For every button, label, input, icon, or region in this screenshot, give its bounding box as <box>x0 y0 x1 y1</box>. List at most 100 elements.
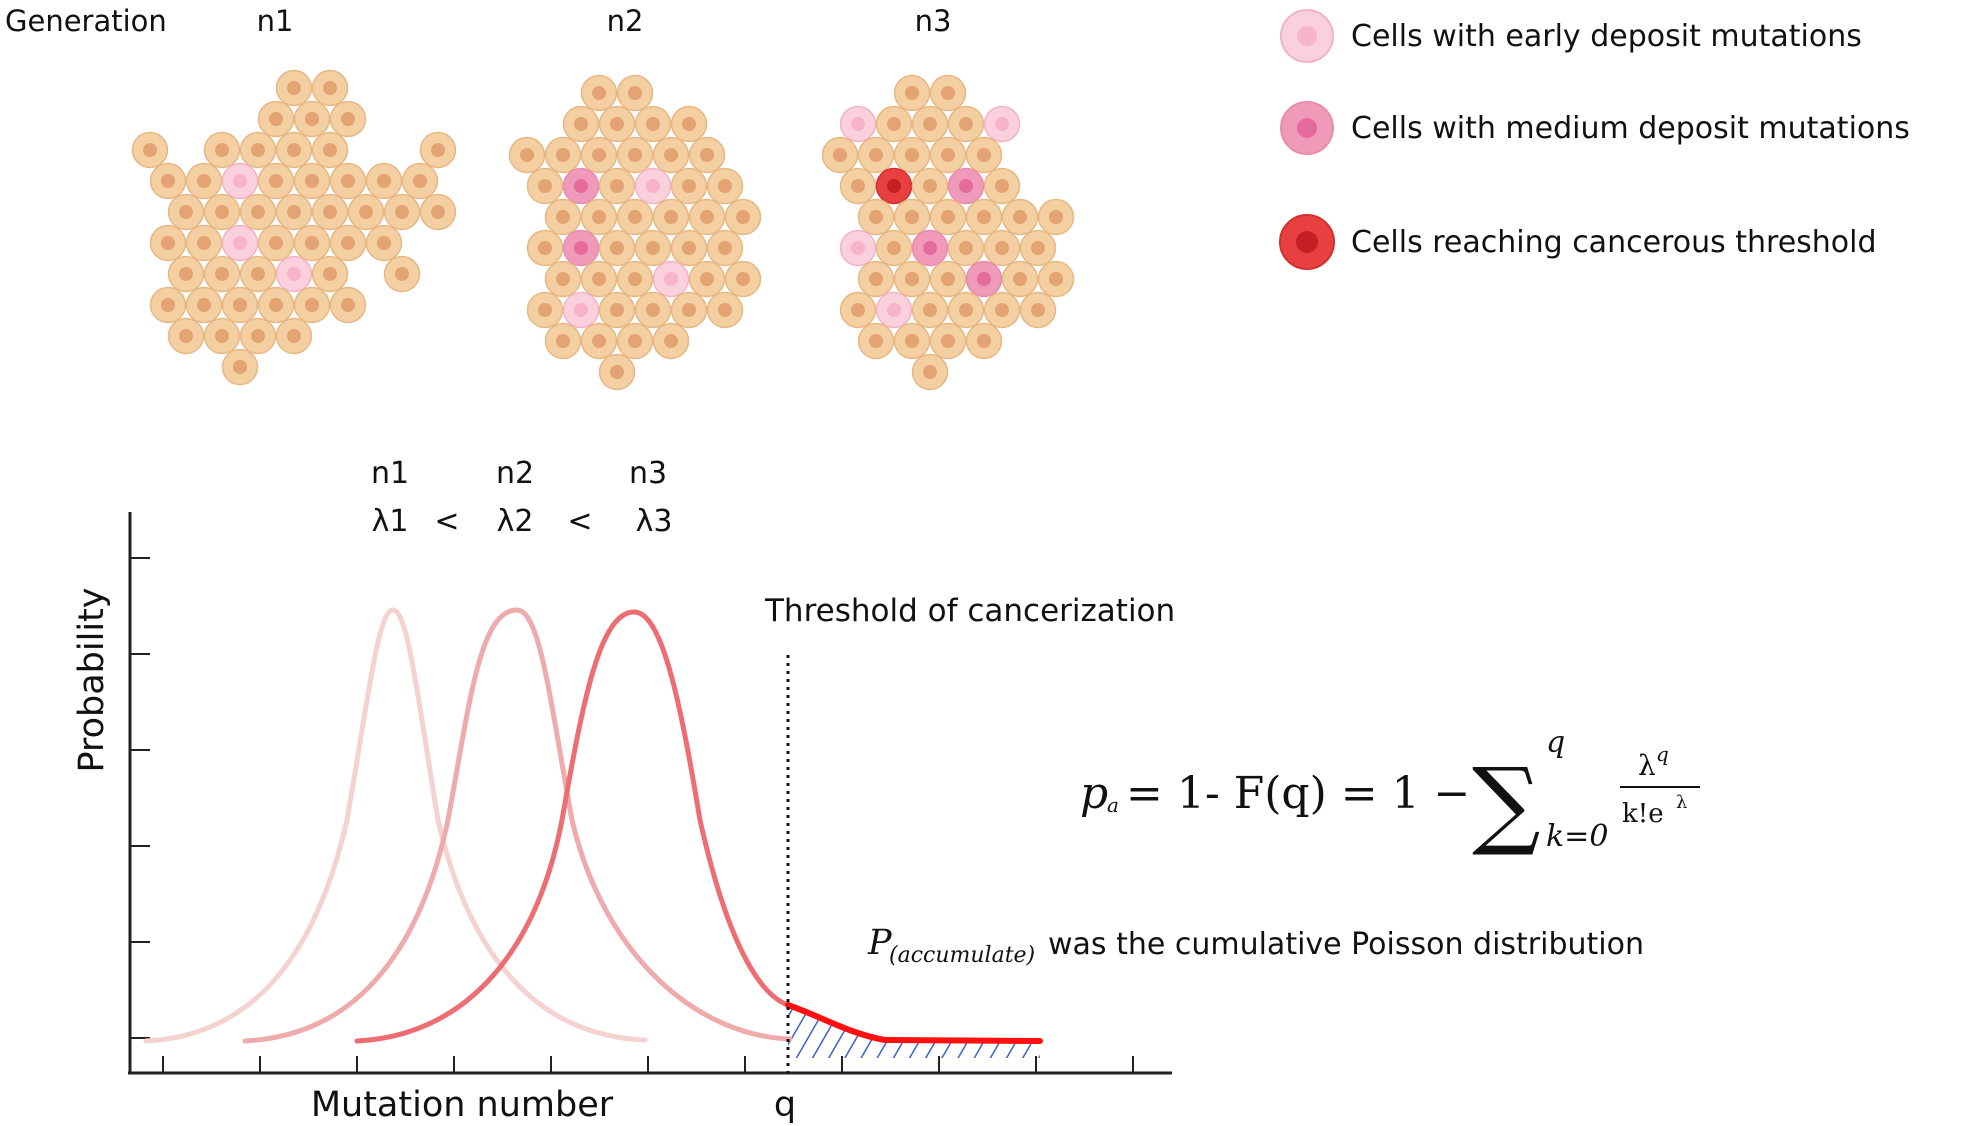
formula: p a = 1- F(q) = 1 − ∑ q k=0 λ q k!e λ <box>1080 725 1700 859</box>
generation-n2-label: n2 <box>607 4 644 38</box>
normal-cell-nucleus <box>833 148 847 162</box>
normal-cell-nucleus <box>941 86 955 100</box>
normal-cell-nucleus <box>538 303 552 317</box>
normal-cell-nucleus <box>664 210 678 224</box>
normal-cell-nucleus <box>377 174 391 188</box>
normal-cell-nucleus <box>251 205 265 219</box>
normal-cell-nucleus <box>413 174 427 188</box>
normal-cell-nucleus <box>887 241 901 255</box>
normal-cell-nucleus <box>395 205 409 219</box>
normal-cell-nucleus <box>646 117 660 131</box>
normal-cell-nucleus <box>610 117 624 131</box>
normal-cell-nucleus <box>851 179 865 193</box>
normal-cell-nucleus <box>851 303 865 317</box>
lambda-3-symbol: λ3 <box>636 504 673 539</box>
early-cell-nucleus-icon <box>1297 26 1317 46</box>
normal-cell-nucleus <box>700 272 714 286</box>
legend-item-early: Cells with early deposit mutations <box>1280 9 1862 63</box>
normal-cell-nucleus <box>923 303 937 317</box>
normal-cell-nucleus <box>628 86 642 100</box>
normal-cell-nucleus <box>1049 210 1063 224</box>
normal-cell-nucleus <box>305 298 319 312</box>
generation-label: Generation <box>5 4 167 38</box>
normal-cell-nucleus <box>905 272 919 286</box>
curve-n1 <box>143 607 648 1044</box>
early-mutation-cell-nucleus <box>851 241 865 255</box>
normal-cell-nucleus <box>305 112 319 126</box>
generation-n1-label: n1 <box>257 4 294 38</box>
normal-cell-nucleus <box>269 236 283 250</box>
normal-cell-nucleus <box>941 148 955 162</box>
medium-mutation-cell-nucleus <box>959 179 973 193</box>
normal-cell-nucleus <box>610 179 624 193</box>
normal-cell-nucleus <box>269 112 283 126</box>
early-mutation-cell-nucleus <box>646 179 660 193</box>
normal-cell-nucleus <box>161 174 175 188</box>
legend-cancerous-text: Cells reaching cancerous threshold <box>1351 225 1877 260</box>
normal-cell-nucleus <box>287 143 301 157</box>
normal-cell-nucleus <box>323 205 337 219</box>
lambda-1-symbol: λ1 <box>372 504 409 539</box>
medium-mutation-cell-nucleus <box>977 272 991 286</box>
normal-cell-nucleus <box>197 236 211 250</box>
normal-cell-nucleus <box>233 360 247 374</box>
normal-cell-nucleus <box>905 334 919 348</box>
normal-cell-nucleus <box>736 272 750 286</box>
lambda-n2-label: n2 <box>496 456 534 491</box>
normal-cell-nucleus <box>1031 303 1045 317</box>
lambda-n3-label: n3 <box>629 456 667 491</box>
medium-mutation-cell-nucleus <box>574 179 588 193</box>
normal-cell-nucleus <box>323 143 337 157</box>
early-mutation-cell-nucleus <box>995 117 1009 131</box>
normal-cell-nucleus <box>556 334 570 348</box>
normal-cell-nucleus <box>161 298 175 312</box>
normal-cell-nucleus <box>941 272 955 286</box>
q-label: q <box>774 1085 796 1125</box>
lambda-n1-label: n1 <box>371 456 409 491</box>
normal-cell-nucleus <box>556 272 570 286</box>
normal-cell-nucleus <box>1013 210 1027 224</box>
early-mutation-cell-nucleus <box>574 303 588 317</box>
cell-cluster-n2 <box>508 74 762 391</box>
normal-cell-nucleus <box>1013 272 1027 286</box>
early-mutation-cell-nucleus <box>233 236 247 250</box>
normal-cell-nucleus <box>1031 241 1045 255</box>
formula-numerator-exponent: q <box>1656 742 1669 766</box>
less-than-1: < <box>434 504 459 539</box>
normal-cell-nucleus <box>905 86 919 100</box>
normal-cell-nucleus <box>682 241 696 255</box>
early-mutation-cell-nucleus <box>887 303 901 317</box>
normal-cell-nucleus <box>995 241 1009 255</box>
formula-denominator-exponent: λ <box>1676 792 1687 813</box>
normal-cell-nucleus <box>538 241 552 255</box>
normal-cell-nucleus <box>215 143 229 157</box>
normal-cell-nucleus <box>923 117 937 131</box>
early-mutation-cell-nucleus <box>664 272 678 286</box>
normal-cell-nucleus <box>520 148 534 162</box>
normal-cell-nucleus <box>251 143 265 157</box>
normal-cell-nucleus <box>923 179 937 193</box>
normal-cell-nucleus <box>664 148 678 162</box>
normal-cell-nucleus <box>323 81 337 95</box>
medium-mutation-cell-nucleus <box>923 241 937 255</box>
legend-item-cancerous: Cells reaching cancerous threshold <box>1279 214 1877 270</box>
cumulative-tail-area <box>788 1006 1040 1058</box>
graph-axes <box>128 512 1172 1075</box>
formula-sum-lower: k=0 <box>1546 819 1608 854</box>
formula-sum-sign: ∑ <box>1472 747 1541 859</box>
cancerous-cell-nucleus-icon <box>1296 231 1318 253</box>
normal-cell-nucleus <box>341 112 355 126</box>
generation-n3-label: n3 <box>915 4 952 38</box>
normal-cell-nucleus <box>287 205 301 219</box>
normal-cell-nucleus <box>718 241 732 255</box>
normal-cell-nucleus <box>251 329 265 343</box>
normal-cell-nucleus <box>923 365 937 379</box>
cell-cluster-n1 <box>131 69 457 386</box>
normal-cell-nucleus <box>869 148 883 162</box>
note-p-subscript: (accumulate) <box>889 943 1035 968</box>
normal-cell-nucleus <box>215 267 229 281</box>
normal-cell-nucleus <box>995 303 1009 317</box>
normal-cell-nucleus <box>323 267 337 281</box>
normal-cell-nucleus <box>610 303 624 317</box>
threshold-label: Threshold of cancerization <box>764 593 1175 629</box>
